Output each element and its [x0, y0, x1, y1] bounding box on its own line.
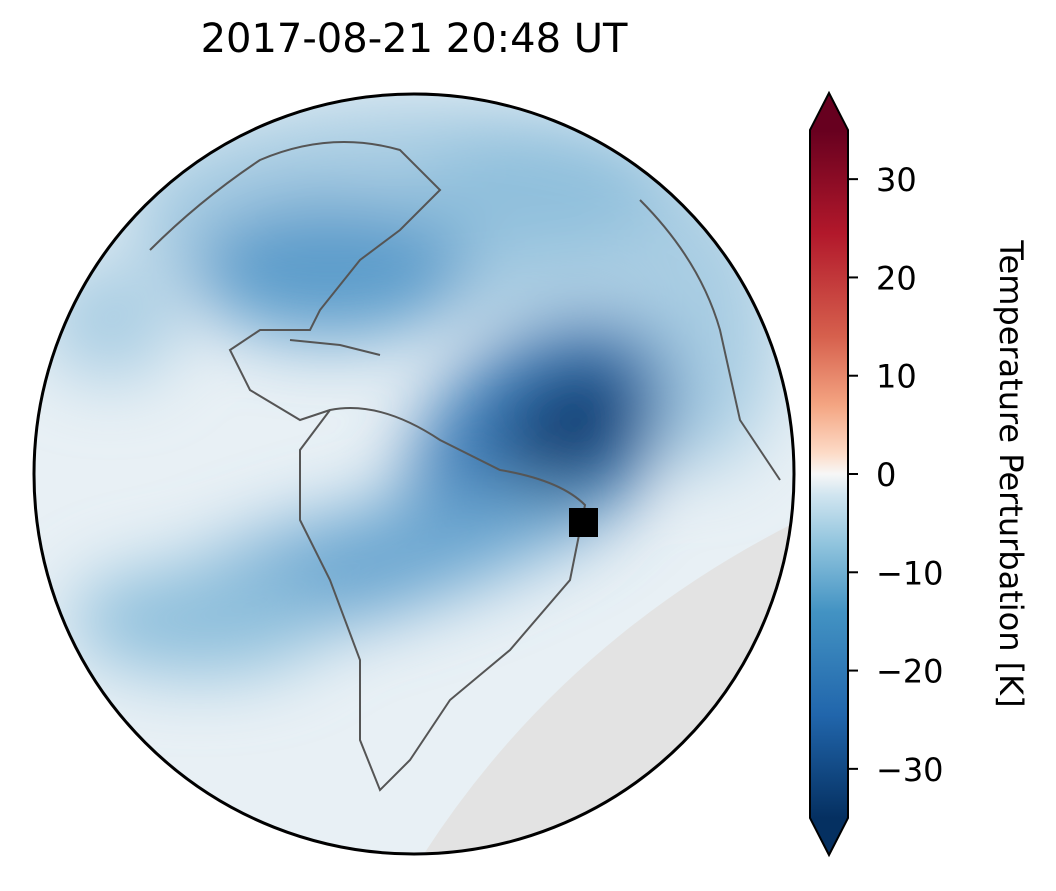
colorbar-tick-label: 0 — [876, 456, 896, 494]
colorbar-tick-label: −10 — [876, 554, 944, 592]
colorbar-tick-label: 20 — [876, 259, 917, 297]
colorbar-tick-label: 30 — [876, 161, 917, 199]
globe — [34, 94, 794, 854]
colorbar-tick-label: 10 — [876, 358, 917, 396]
colorbar-tick-label: −30 — [876, 751, 944, 789]
colorbar-label: Temperature Perturbation [K] — [992, 239, 1030, 707]
globe-outline — [32, 92, 796, 856]
colorbar-tick-label: −20 — [876, 653, 944, 691]
title: 2017-08-21 20:48 UT — [201, 16, 628, 62]
colorbar — [809, 90, 849, 858]
